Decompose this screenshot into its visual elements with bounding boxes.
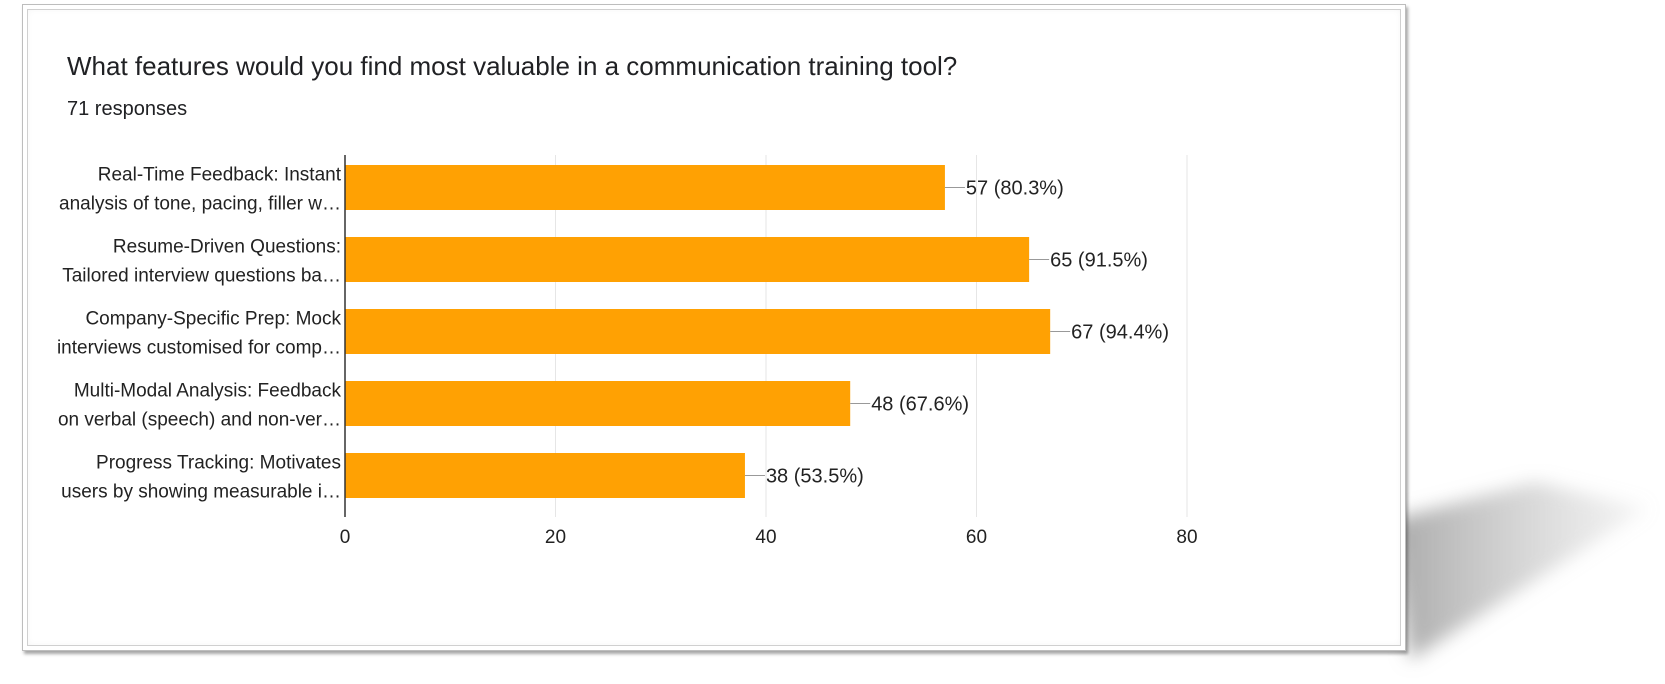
data-label: 38 (53.5%): [766, 466, 864, 488]
bar: [345, 165, 945, 210]
category-label: Real-Time Feedback: Instant: [98, 165, 342, 186]
data-label: 57 (80.3%): [966, 178, 1064, 200]
x-tick-label: 20: [545, 527, 566, 548]
category-labels: Real-Time Feedback: Instant analysis of t…: [57, 165, 342, 503]
response-count: 71 responses: [67, 98, 188, 120]
category-label: on verbal (speech) and non-ver…: [58, 410, 341, 431]
x-tick-label: 80: [1176, 527, 1197, 548]
bar-chart: 57 (80.3%) 65 (91.5%) 67 (94.4%) 48 (67.6%)…: [57, 155, 1198, 548]
data-label: 67 (94.4%): [1071, 322, 1169, 344]
category-label: Resume-Driven Questions:: [113, 237, 341, 258]
data-label: 48 (67.6%): [871, 394, 969, 416]
bar: [345, 453, 745, 498]
x-tick-labels: 0 20 40 60 80: [340, 527, 1198, 548]
category-label: Company-Specific Prep: Mock: [85, 309, 341, 330]
data-label: 65 (91.5%): [1050, 250, 1148, 272]
chart-card: What features would you find most valuab…: [22, 4, 1406, 651]
bar: [345, 237, 1030, 282]
category-label: Multi-Modal Analysis: Feedback: [74, 381, 342, 402]
category-label: users by showing measurable i…: [61, 482, 341, 503]
category-label: Progress Tracking: Motivates: [96, 453, 341, 474]
category-label: analysis of tone, pacing, filler w…: [59, 194, 341, 215]
x-tick-label: 40: [755, 527, 776, 548]
category-label: interviews customised for comp…: [57, 338, 341, 359]
x-tick-label: 0: [340, 527, 351, 548]
chart-title: What features would you find most valuab…: [67, 51, 958, 81]
bars: 57 (80.3%) 65 (91.5%) 67 (94.4%) 48 (67.6%)…: [345, 165, 1169, 498]
x-tick-label: 60: [966, 527, 987, 548]
category-label: Tailored interview questions ba…: [62, 266, 341, 287]
bar: [345, 309, 1051, 354]
bar: [345, 381, 851, 426]
